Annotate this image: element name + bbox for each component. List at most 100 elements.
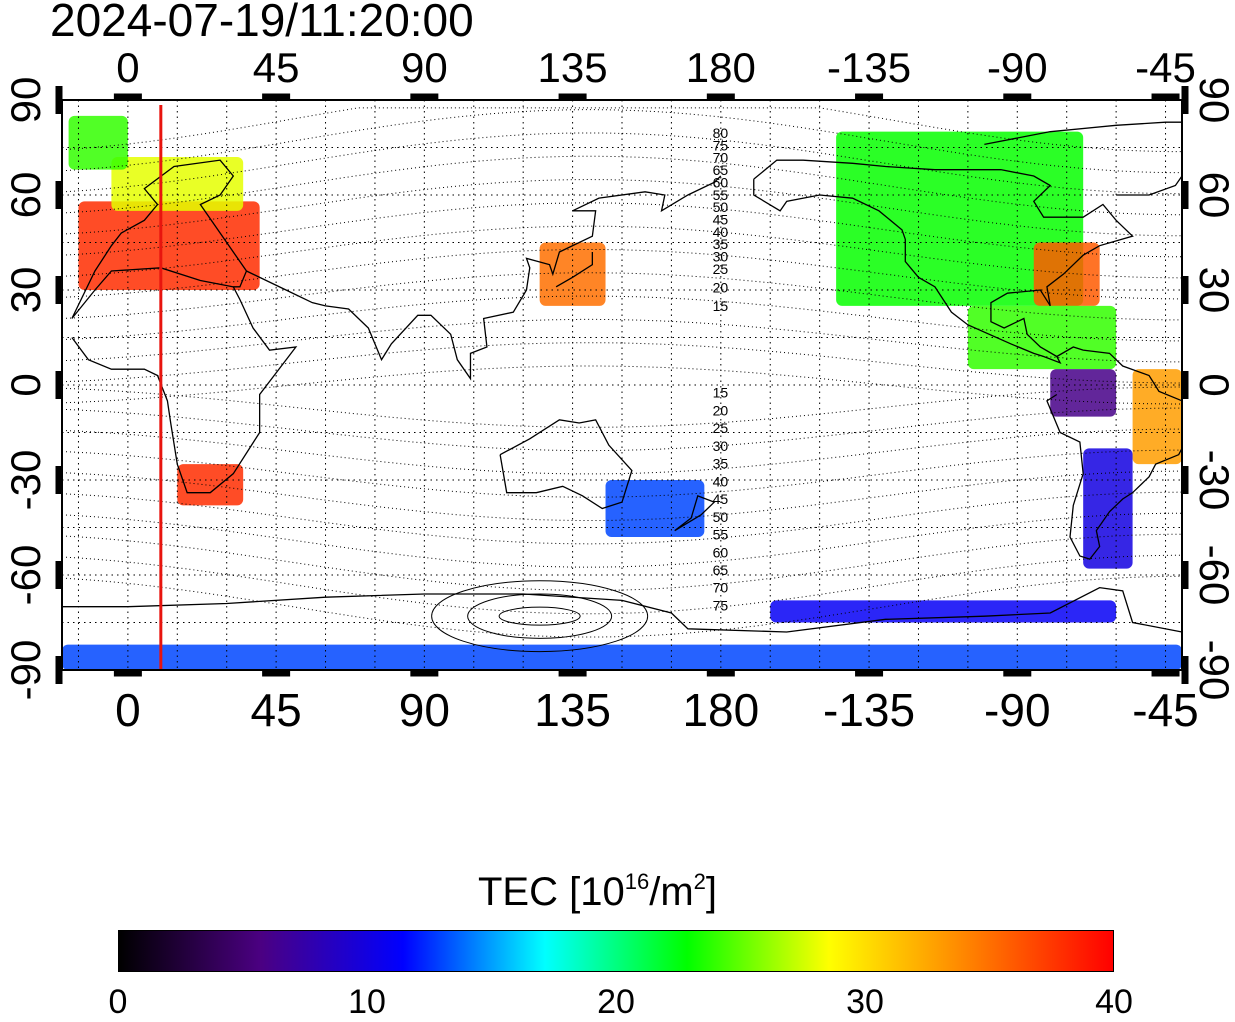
colorbar-tick-label: 20 [597,983,635,1021]
contour-label: 20 [713,280,729,296]
tec-map: 8075706560555045403530252015152025303540… [2,44,1235,736]
axis-labels: 0 45 90 135 180 -135 -90 -450 45 90 135 180 -135 -90-… [2,44,1235,736]
lat-label-right: -90 [1191,640,1235,701]
tec-region-south-america-north [1050,369,1117,417]
colorbar-title: TEC [1016/m2] [478,869,718,914]
contour-line [61,342,1183,384]
coastline [246,175,722,381]
colorbar [118,930,1114,972]
lon-label-bottom: 45 [251,684,302,736]
contour-line [61,386,1183,428]
contour-line [61,318,1183,363]
coastline [1046,393,1183,560]
contour-labels: 8075706560555045403530252015152025303540… [713,125,729,613]
lon-label-top: 135 [538,44,608,91]
contour-line [61,365,1183,405]
contour-label: 55 [713,187,729,203]
lat-label-right: -60 [1191,545,1235,606]
lon-label-top: 90 [401,44,448,91]
contour-label: 30 [713,438,729,454]
contour-label: 65 [713,162,729,178]
contour-label: 55 [713,527,729,543]
contour-line [61,109,1183,174]
coastline [62,586,1183,633]
colorbar-tick-label: 40 [1095,983,1133,1021]
colorbar-tick-label: 10 [348,983,386,1021]
contour-label: 35 [713,456,729,472]
lat-label-left: -60 [2,545,49,606]
contour-label: 45 [713,491,729,507]
contour-oval [431,580,649,653]
lat-label-right: 90 [1191,77,1235,124]
lat-label-left: 90 [2,77,49,124]
coastline [984,121,1182,145]
coastline [1116,175,1183,196]
tec-region-brazil [1132,369,1182,465]
lon-label-top: 180 [686,44,756,91]
contour-label: 70 [713,580,729,596]
timestamp-label: 2024-07-19/11:20:00 [50,0,474,46]
coastline [71,286,298,494]
contour-label: 60 [713,174,729,190]
contour-label: 65 [713,562,729,578]
contour-line [61,407,1183,452]
contour-oval [498,606,581,626]
lon-label-top: -135 [827,44,911,91]
tec-region-europe [78,201,260,290]
lat-label-right: 60 [1191,172,1235,219]
lon-label-bottom: 90 [399,684,450,736]
contour-label: 50 [713,199,729,215]
lon-label-bottom: -90 [984,684,1050,736]
tec-region-japan [539,242,606,306]
contour-label: 45 [713,211,729,227]
contour-lines [61,107,1183,653]
contour-label: 80 [713,125,729,141]
contour-label: 30 [713,249,729,265]
lat-label-right: 0 [1191,373,1235,396]
lon-label-bottom: 180 [682,684,759,736]
tec-region-south-america-south [1083,448,1133,569]
tec-region-south-africa [177,464,244,506]
coastline [674,494,716,532]
lat-label-left: -90 [2,640,49,701]
contour-label: 25 [713,261,729,277]
colorbar-tick-label: 30 [846,983,884,1021]
coastline [753,159,1134,365]
contour-oval [467,593,613,639]
coastlines [62,121,1183,633]
lon-label-bottom: 135 [534,684,611,736]
contour-label: 20 [713,402,729,418]
lat-label-right: 30 [1191,267,1235,314]
lat-label-left: 30 [2,267,49,314]
contour-label: 40 [713,224,729,240]
axis-tick-bars [55,86,1189,684]
contour-label: 60 [713,544,729,560]
contour-line [61,575,1183,638]
coastline [71,159,248,319]
contour-label: 40 [713,473,729,489]
tec-region-us-east [1033,242,1100,306]
contour-label: 75 [713,137,729,153]
coastline [499,419,633,510]
tec-region-antarctica [62,644,1182,670]
grid-lines [62,100,1182,670]
contour-label: 75 [713,597,729,613]
contour-label: 15 [713,298,729,314]
lon-label-bottom: 0 [115,684,141,736]
contour-label: 35 [713,236,729,252]
contour-label: 50 [713,509,729,525]
lon-label-bottom: -45 [1132,684,1198,736]
tec-region-australia-east [605,480,705,537]
contour-label: 15 [713,385,729,401]
tec-region-antarctic-peninsula [770,600,1117,623]
coastline [555,252,594,288]
lon-label-top: -45 [1135,44,1196,91]
lat-label-left: 0 [2,373,49,396]
contour-line [61,132,1183,195]
contour-label: 25 [713,420,729,436]
lat-label-left: -30 [2,450,49,511]
lon-label-top: 0 [116,44,139,91]
contour-label: 70 [713,150,729,166]
lon-label-top: -90 [987,44,1048,91]
colorbar-tick-label: 0 [108,983,128,1021]
